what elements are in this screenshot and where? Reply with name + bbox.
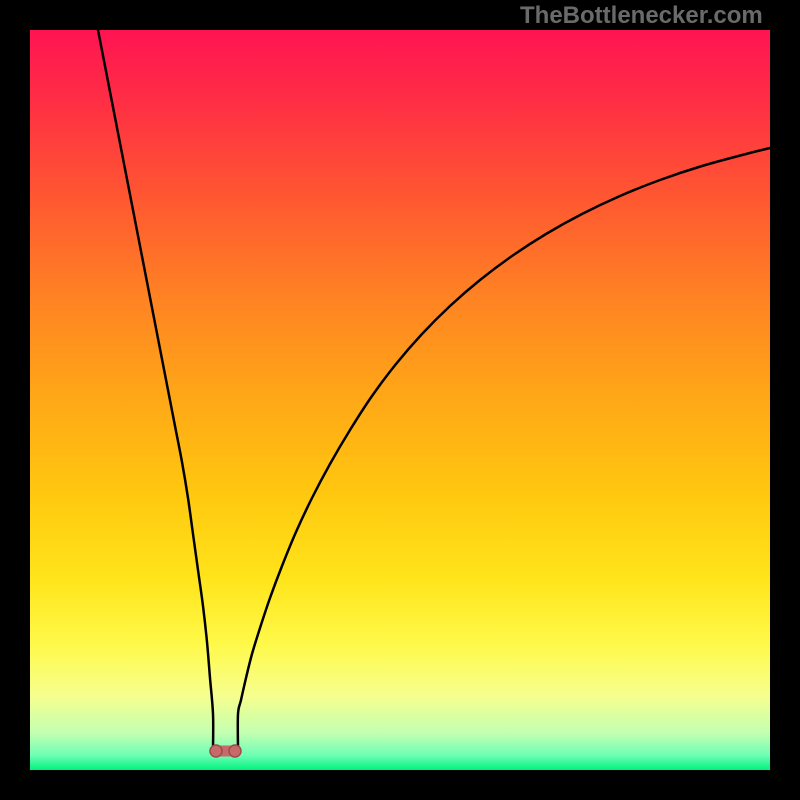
chart-container: TheBottlenecker.com (0, 0, 800, 800)
bottleneck-curve (0, 0, 800, 800)
valley-dot (229, 745, 241, 757)
valley-dot (210, 745, 222, 757)
bottleneck-curve-path (98, 30, 770, 755)
